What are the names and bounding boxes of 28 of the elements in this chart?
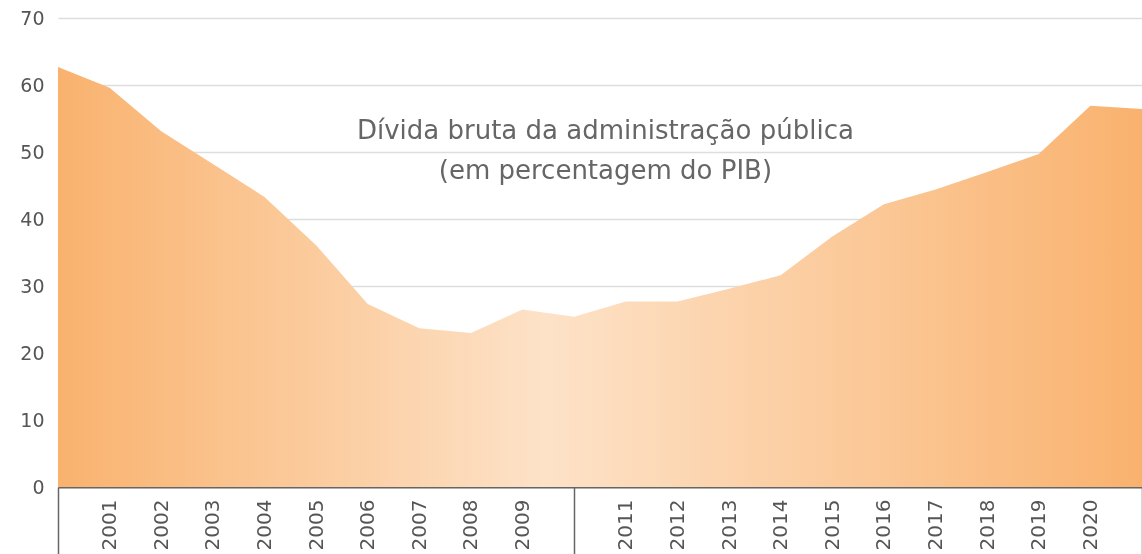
y-tick-label: 40 bbox=[20, 207, 45, 230]
x-tick-label: 2014 bbox=[768, 499, 793, 551]
x-tick-label: 2013 bbox=[716, 499, 741, 551]
x-tick-label: 2017 bbox=[923, 499, 948, 551]
x-tick-label: 2019 bbox=[1026, 499, 1051, 551]
x-tick-label: 2015 bbox=[819, 499, 844, 551]
x-tick-label: 2016 bbox=[871, 499, 896, 551]
x-tick-label: 2020 bbox=[1077, 499, 1102, 551]
y-tick-label: 30 bbox=[20, 274, 45, 297]
y-tick-label: 70 bbox=[20, 6, 45, 29]
x-tick-label: 2005 bbox=[303, 499, 328, 551]
text: Dívida bruta da administração pública (em percentagem do PIB) bbox=[356, 115, 854, 185]
y-tick-label: 10 bbox=[20, 408, 45, 431]
y-tick-label: 60 bbox=[20, 73, 45, 96]
x-tick-label: 2001 bbox=[97, 499, 122, 551]
x-tick-label: 2008 bbox=[458, 499, 483, 551]
x-tick-label: 2012 bbox=[664, 499, 689, 551]
y-tick-label: 50 bbox=[20, 140, 45, 163]
x-tick-label: 2011 bbox=[613, 499, 638, 551]
x-tick-label: 2003 bbox=[200, 499, 225, 551]
y-tick-label: 0 bbox=[32, 475, 45, 498]
x-tick-label: 2018 bbox=[974, 499, 999, 551]
x-tick-label: 2002 bbox=[148, 499, 173, 551]
x-tick-label: 2006 bbox=[355, 499, 380, 551]
x-tick-label: 2007 bbox=[406, 499, 431, 551]
x-tick-label: 2009 bbox=[510, 499, 535, 551]
y-tick-label: 20 bbox=[20, 341, 45, 364]
x-tick-label: 2004 bbox=[251, 499, 276, 551]
